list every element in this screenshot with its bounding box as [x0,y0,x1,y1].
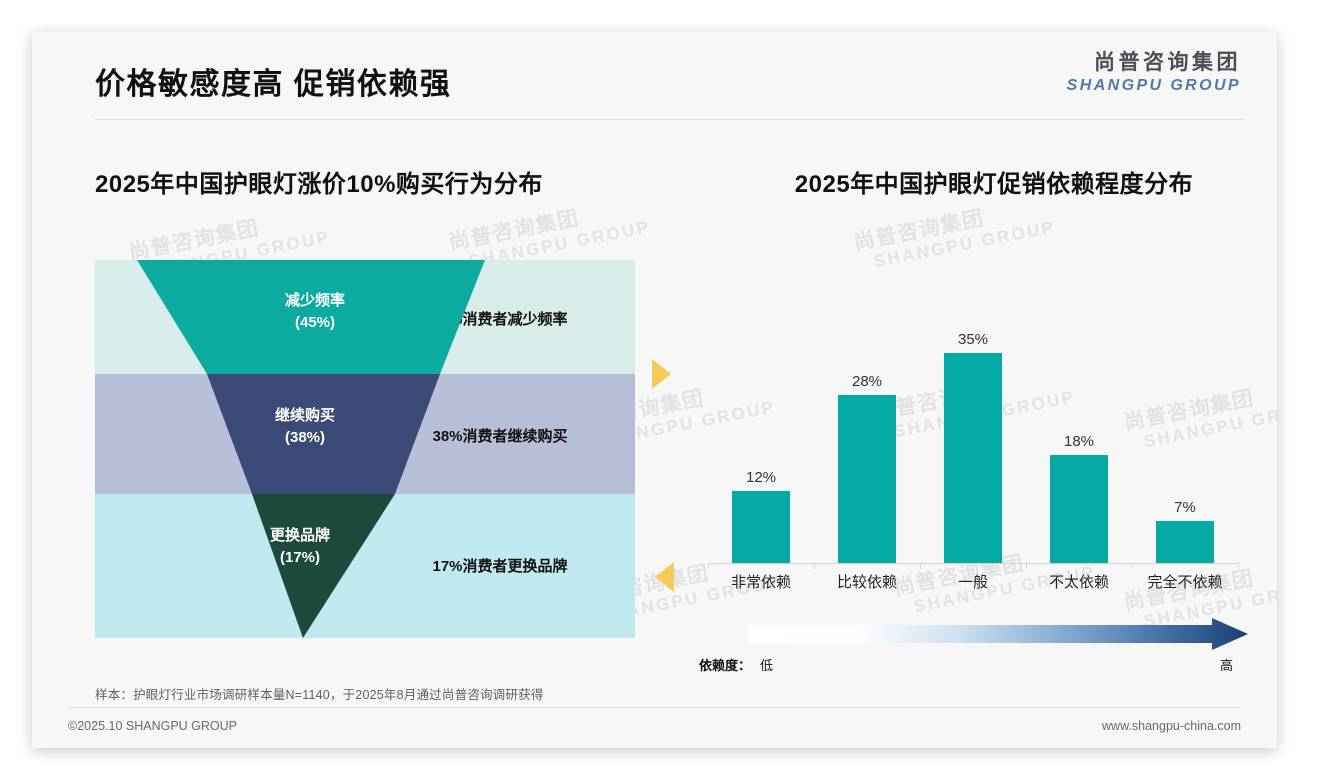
logo-text-cn: 尚普咨询集团 [1094,51,1241,74]
copyright-text: ©2025.10 SHANGPU GROUP [68,719,237,733]
dependency-gradient-legend: 依赖度： 低 高 [682,617,1257,679]
slide-canvas: 尚普咨询集团 SHANGPU GROUP 尚普咨询集团 SHANGPU GROUP … [32,32,1277,748]
left-chart-title: 2025年中国护眼灯涨价10%购买行为分布 [95,171,543,198]
bar-category-label: 完全不依赖 [1147,574,1223,591]
bar-item[interactable] [923,353,1023,563]
bar-item[interactable] [817,395,917,563]
axis-tick [920,563,921,569]
right-chart-title: 2025年中国护眼灯促销依赖程度分布 [794,171,1194,198]
bar-chart-axis [708,563,1238,564]
bar-rect [732,491,790,563]
funnel-shape [137,260,485,638]
bar-category-label: 不太依赖 [1048,574,1109,591]
gradient-arrow-icon [748,618,1248,650]
header-divider [95,119,1245,120]
bar-item[interactable] [1135,521,1235,563]
bar-value: 12% [745,469,777,486]
company-logo: 尚普咨询集团 SHANGPU GROUP [1067,50,1241,96]
logo-text-en: SHANGPU GROUP [1066,77,1241,95]
bar-value: 7% [1174,499,1196,516]
bar-rect [838,395,896,563]
slide-footer: ©2025.10 SHANGPU GROUP www.shangpu-china… [32,708,1277,748]
bar-value: 35% [957,331,989,348]
bar-category-label: 非常依赖 [730,574,791,591]
funnel-annotation-2: 38%消费者继续购买 [432,428,568,445]
slide-header: 价格敏感度高 促销依赖强 尚普咨询集团 SHANGPU GROUP [32,32,1277,120]
bar-rect [1156,521,1214,563]
axis-tick [1238,563,1239,569]
bar-rect [944,353,1002,563]
page-title: 价格敏感度高 促销依赖强 [95,68,452,101]
legend-high-label: 高 [1219,658,1233,673]
triangle-left-icon [655,562,674,592]
source-note: 样本：护眼灯行业市场调研样本量N=1140，于2025年8月通过尚普咨询调研获得 [95,688,544,702]
bar-value: 18% [1063,433,1095,450]
funnel-chart: 减少频率 (45%) 继续购买 (38%) 更换品牌 (17%) 45%消费者减少频率… [95,260,635,638]
bar-item[interactable] [711,491,811,563]
bar-rect [1050,455,1108,563]
legend-label: 依赖度： [699,658,752,673]
bar-category-label: 一般 [957,574,988,591]
funnel-annotation-1: 45%消费者减少频率 [432,311,568,328]
axis-tick [814,563,815,569]
bar-item[interactable] [1029,455,1129,563]
funnel-annotation-3: 17%消费者更换品牌 [432,558,568,575]
bar-value: 28% [851,373,883,390]
axis-tick [1026,563,1027,569]
legend-low-label: 低 [760,658,774,673]
axis-tick [708,563,709,569]
axis-tick [1132,563,1133,569]
triangle-right-icon [652,359,671,389]
footer-divider [68,707,1241,708]
website-link[interactable]: www.shangpu-china.com [1102,719,1241,733]
bar-category-label: 比较依赖 [836,574,897,591]
bar-chart: 12% 非常依赖 28% 比较依赖 35% 一般 18% 不太依赖 7% 完全不… [682,292,1252,592]
